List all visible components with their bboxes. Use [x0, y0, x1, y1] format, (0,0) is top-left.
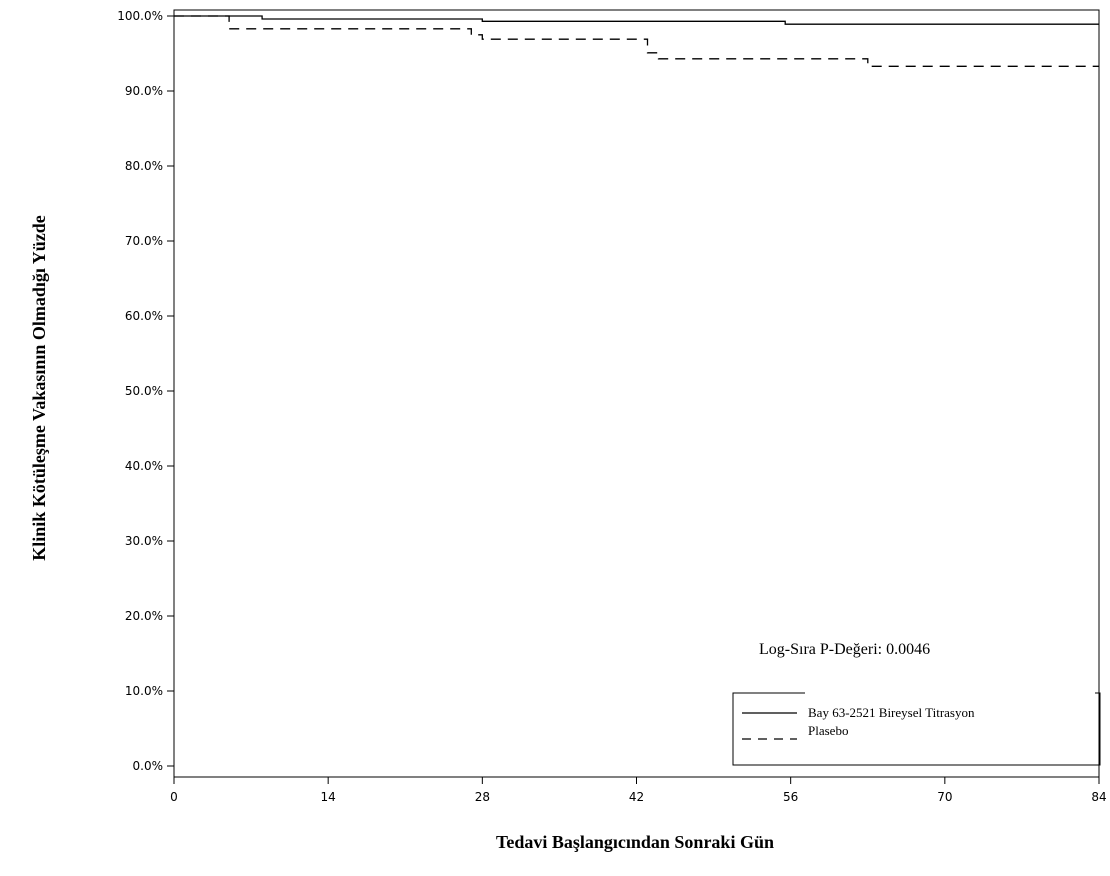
x-tick-label: 0 — [170, 790, 178, 804]
x-axis: 0 14 28 42 56 70 84 — [170, 777, 1107, 804]
x-tick-label: 56 — [783, 790, 798, 804]
y-axis-title: Klinik Kötüleşme Vakasının Olmadığı Yüzd… — [29, 215, 49, 560]
legend-frame — [732, 692, 1101, 766]
series-line-placebo — [174, 15, 1099, 67]
y-axis: 0.0% 10.0% 20.0% 30.0% 40.0% 50.0% 60.0% 70.0% 8… — [117, 9, 174, 773]
y-tick-label: 80.0% — [125, 159, 163, 173]
series-layer — [174, 15, 1099, 67]
legend: Bay 63-2521 Bireysel Titrasyon Plasebo — [732, 692, 1101, 766]
x-tick-label: 14 — [321, 790, 336, 804]
y-tick-label: 100.0% — [117, 9, 163, 23]
plot-border — [173, 9, 1100, 778]
y-tick-label: 70.0% — [125, 234, 163, 248]
y-tick-label: 20.0% — [125, 609, 163, 623]
y-tick-label: 50.0% — [125, 384, 163, 398]
x-tick-label: 84 — [1091, 790, 1106, 804]
y-tick-label: 10.0% — [125, 684, 163, 698]
y-tick-label: 90.0% — [125, 84, 163, 98]
legend-label-treatment: Bay 63-2521 Bireysel Titrasyon — [808, 705, 975, 720]
y-tick-label: 60.0% — [125, 309, 163, 323]
pvalue-annotation: Log-Sıra P-Değeri: 0.0046 — [759, 641, 930, 658]
x-tick-label: 42 — [629, 790, 644, 804]
y-tick-label: 0.0% — [133, 759, 164, 773]
plot-frame — [173, 9, 1100, 778]
x-tick-label: 70 — [937, 790, 952, 804]
series-line-treatment — [174, 15, 1099, 25]
x-tick-label: 28 — [475, 790, 490, 804]
x-axis-title: Tedavi Başlangıcından Sonraki Gün — [496, 832, 774, 852]
legend-label-placebo: Plasebo — [808, 723, 848, 738]
y-tick-label: 30.0% — [125, 534, 163, 548]
y-tick-label: 40.0% — [125, 459, 163, 473]
